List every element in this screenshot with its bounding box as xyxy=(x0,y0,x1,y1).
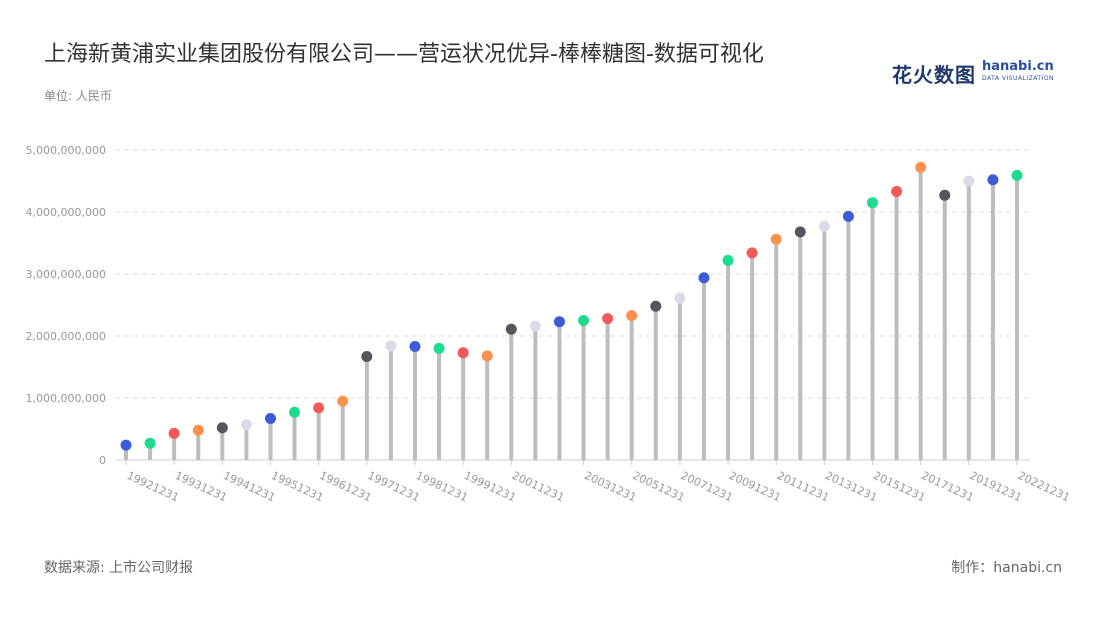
grid-layer xyxy=(115,149,1030,461)
lollipop-dot xyxy=(505,323,517,335)
lollipop-dot xyxy=(578,315,590,326)
x-tick-label: 20011231 xyxy=(510,469,566,504)
y-tick-label: 1,000,000,000 xyxy=(26,392,106,405)
x-tick-label: 20151231 xyxy=(871,469,927,504)
lollipop-dot xyxy=(915,161,927,173)
data-source: 数据来源: 上市公司财报 xyxy=(44,560,194,576)
lollipop-dot xyxy=(216,422,228,434)
x-tick-label: 19971231 xyxy=(366,469,422,504)
lollipop-dot xyxy=(553,316,565,328)
x-tick-label: 20091231 xyxy=(727,469,783,504)
lollipop-dot xyxy=(650,300,662,312)
lollipop-dot xyxy=(842,210,854,222)
x-tick-label: 20111231 xyxy=(775,469,831,504)
x-tick-label: 20171231 xyxy=(919,469,975,504)
x-tick-label: 20221231 xyxy=(1016,469,1072,504)
lollipop-dot xyxy=(337,395,349,407)
lollipop-dot xyxy=(867,197,879,209)
logo-text: hanabi.cn DATA VISUALIZATION xyxy=(982,59,1055,85)
lollipop-dot xyxy=(313,402,325,414)
x-tick-label: 19921231 xyxy=(125,469,181,504)
chart-title: 上海新黄浦实业集团股份有限公司——营运状况优异-棒棒糖图-数据可视化 xyxy=(44,42,764,67)
lollipop-dot xyxy=(963,175,975,187)
lollipop-dot xyxy=(626,310,638,322)
lollipop-dot xyxy=(529,320,541,332)
x-tick-label: 20191231 xyxy=(968,469,1024,504)
lollipop-dot xyxy=(818,220,830,232)
lollipop-dot xyxy=(770,233,782,245)
lollipop-dot xyxy=(457,347,469,359)
lollipop-dot xyxy=(722,254,734,266)
y-tick-label: 2,000,000,000 xyxy=(26,330,106,343)
logo-mark: 花火数图 xyxy=(892,62,976,87)
y-tick-label: 0 xyxy=(99,454,106,467)
x-tick-label: 19951231 xyxy=(269,469,325,504)
lollipop-dot xyxy=(891,186,903,198)
x-tick-label: 20071231 xyxy=(679,469,735,504)
logo-domain: hanabi.cn xyxy=(982,59,1054,74)
lollipop-dot xyxy=(144,437,156,449)
lollipop-dot xyxy=(602,313,614,325)
x-tick-label: 19931231 xyxy=(173,469,229,504)
lollipop-dot xyxy=(361,350,373,362)
x-tick-label: 20031231 xyxy=(582,469,638,504)
brand-logo: 花火数图 hanabi.cn DATA VISUALIZATION xyxy=(892,58,1054,88)
lollipop-dot xyxy=(240,419,252,431)
lollipop-dot xyxy=(987,174,999,186)
x-tick-label: 19991231 xyxy=(462,469,518,504)
lollipop-dot xyxy=(433,342,445,354)
lollipop-dot xyxy=(794,226,806,238)
x-tick-label: 20131231 xyxy=(823,469,879,504)
lollipop-dot xyxy=(168,427,180,439)
lollipop-dot xyxy=(698,272,710,284)
x-tick-label: 19981231 xyxy=(414,469,470,504)
lollipop-dot xyxy=(939,189,951,201)
lollipop-dot xyxy=(120,439,132,451)
x-tick-label: 19961231 xyxy=(317,469,373,504)
lollipop-dot xyxy=(385,340,397,352)
y-tick-label: 3,000,000,000 xyxy=(26,268,106,281)
credit-text: 制作：hanabi.cn xyxy=(951,560,1062,576)
stem-layer xyxy=(124,167,1019,460)
dot-layer xyxy=(120,161,1023,451)
y-axis-labels: 0 1,000,000,000 2,000,000,000 3,000,000,000… xyxy=(26,144,106,467)
x-tick-label: 20051231 xyxy=(630,469,686,504)
lollipop-dot xyxy=(409,341,421,353)
y-tick-label: 5,000,000,000 xyxy=(26,144,106,157)
logo-subtitle: DATA VISUALIZATION xyxy=(982,75,1055,82)
lollipop-dot xyxy=(1011,169,1023,181)
x-axis-labels: 1992123119931231199412311995123119961231… xyxy=(125,460,1072,504)
lollipop-dot xyxy=(481,350,493,362)
lollipop-dot xyxy=(192,424,204,436)
y-tick-label: 4,000,000,000 xyxy=(26,206,106,219)
lollipop-dot xyxy=(674,292,686,304)
lollipop-dot xyxy=(264,412,276,424)
unit-label: 单位: 人民币 xyxy=(44,89,112,103)
x-tick-label: 19941231 xyxy=(221,469,277,504)
lollipop-dot xyxy=(289,406,301,418)
lollipop-dot xyxy=(746,247,758,259)
